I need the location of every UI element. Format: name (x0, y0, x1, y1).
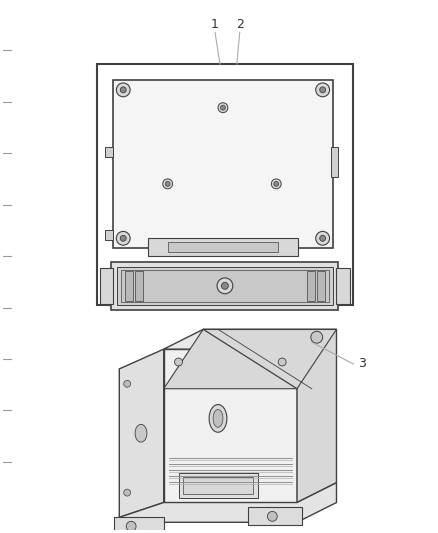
Bar (96, 64, 353, 304)
Circle shape (175, 358, 183, 366)
Polygon shape (164, 329, 336, 349)
Bar (168, 243, 278, 252)
Circle shape (320, 236, 325, 241)
Bar (113, 80, 332, 248)
Ellipse shape (135, 424, 147, 442)
Bar (184, 477, 253, 494)
Circle shape (320, 87, 325, 93)
Bar (121, 270, 328, 302)
Circle shape (217, 278, 233, 294)
Bar (331, 147, 339, 177)
Bar (99, 268, 113, 304)
Circle shape (117, 83, 130, 97)
Circle shape (117, 231, 130, 245)
Polygon shape (164, 329, 336, 389)
Circle shape (316, 83, 329, 97)
Bar (307, 271, 315, 301)
Text: 1: 1 (211, 18, 219, 31)
Polygon shape (119, 483, 336, 533)
Bar (336, 268, 350, 304)
Circle shape (220, 105, 226, 110)
Polygon shape (297, 329, 336, 503)
Circle shape (124, 489, 131, 496)
Polygon shape (119, 349, 164, 518)
Circle shape (316, 231, 329, 245)
Bar (135, 271, 143, 301)
Bar (106, 230, 113, 240)
Circle shape (120, 87, 126, 93)
Bar (106, 147, 113, 157)
Circle shape (218, 103, 228, 112)
Bar (148, 238, 298, 256)
Circle shape (165, 181, 170, 187)
Circle shape (278, 358, 286, 366)
Circle shape (271, 179, 281, 189)
Circle shape (222, 282, 228, 289)
Circle shape (124, 381, 131, 387)
Bar (247, 507, 302, 526)
Polygon shape (164, 349, 297, 503)
Circle shape (267, 512, 277, 521)
Ellipse shape (209, 405, 227, 432)
Circle shape (274, 181, 279, 187)
Bar (111, 262, 339, 310)
Circle shape (126, 521, 136, 531)
Circle shape (163, 179, 173, 189)
Text: 2: 2 (236, 18, 244, 31)
Bar (179, 473, 258, 498)
Bar (114, 518, 164, 533)
Text: 3: 3 (358, 358, 366, 370)
Ellipse shape (213, 409, 223, 427)
Circle shape (311, 332, 323, 343)
Bar (317, 271, 325, 301)
Circle shape (120, 236, 126, 241)
Bar (117, 267, 332, 304)
Bar (125, 271, 133, 301)
